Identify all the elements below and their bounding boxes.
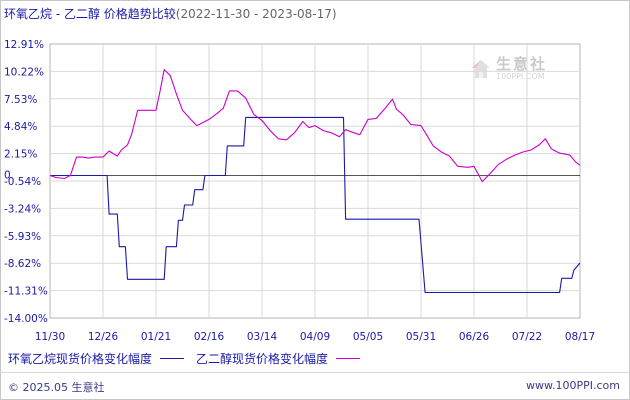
x-tick-label: 12/26 [88, 331, 119, 343]
watermark-logo: 生意社 100PPI.COM [470, 56, 547, 81]
x-tick-label: 05/05 [353, 331, 383, 343]
x-tick-label: 04/09 [300, 331, 330, 343]
y-tick-label: 12.91% [4, 39, 44, 51]
footer-website: www.100PPI.com [526, 379, 620, 392]
x-tick-label: 07/22 [512, 331, 542, 343]
y-tick-label: -0.54% [4, 176, 41, 188]
y-tick-label: -3.24% [4, 203, 41, 215]
x-tick-label: 08/17 [565, 331, 595, 343]
series-line-1 [50, 116, 581, 294]
legend-label-series2: 乙二醇现货价格变化幅度 [196, 352, 329, 366]
zero-label: 0 [4, 169, 11, 181]
y-tick-label: -14.00% [4, 313, 48, 325]
y-tick-label: -8.62% [4, 258, 41, 270]
y-tick-label: 7.53% [4, 94, 37, 106]
y-tick-label: 4.84% [4, 121, 37, 133]
y-tick-label: 10.22% [4, 66, 44, 78]
line-chart: 12.91% 10.22% 7.53% 4.84% 2.15% -0.54% -3.24% -… [4, 39, 595, 343]
legend-swatch-series2 [336, 358, 361, 359]
x-tick-label: 11/30 [35, 331, 65, 343]
legend-label-series1: 环氧乙烷现货价格变化幅度 [8, 352, 153, 366]
y-tick-label: -5.93% [4, 231, 41, 243]
footer-divider [0, 372, 630, 373]
x-tick-label: 03/14 [247, 331, 278, 343]
footer-copyright: © 2025.05 生意社 [8, 381, 105, 394]
x-tick-label: 06/26 [459, 331, 490, 343]
chart-legend: 环氧乙烷现货价格变化幅度 乙二醇现货价格变化幅度 [8, 350, 361, 367]
watermark-text: 生意社 [496, 55, 548, 73]
title-main: 环氧乙烷 - 乙二醇 价格趋势比较 [4, 7, 176, 21]
title-date-range: (2022-11-30 - 2023-08-17) [175, 7, 337, 21]
x-tick-label: 05/31 [406, 331, 436, 343]
chart-title: 环氧乙烷 - 乙二醇 价格趋势比较(2022-11-30 - 2023-08-1… [4, 5, 337, 22]
y-tick-label: -11.31% [4, 286, 48, 298]
y-tick-label: 2.15% [4, 149, 37, 161]
x-tick-label: 02/16 [194, 331, 225, 343]
watermark-subtext: 100PPI.COM [496, 72, 545, 81]
series-line-2 [49, 69, 581, 183]
legend-swatch-series1 [160, 358, 185, 359]
x-tick-label: 01/21 [141, 331, 171, 343]
